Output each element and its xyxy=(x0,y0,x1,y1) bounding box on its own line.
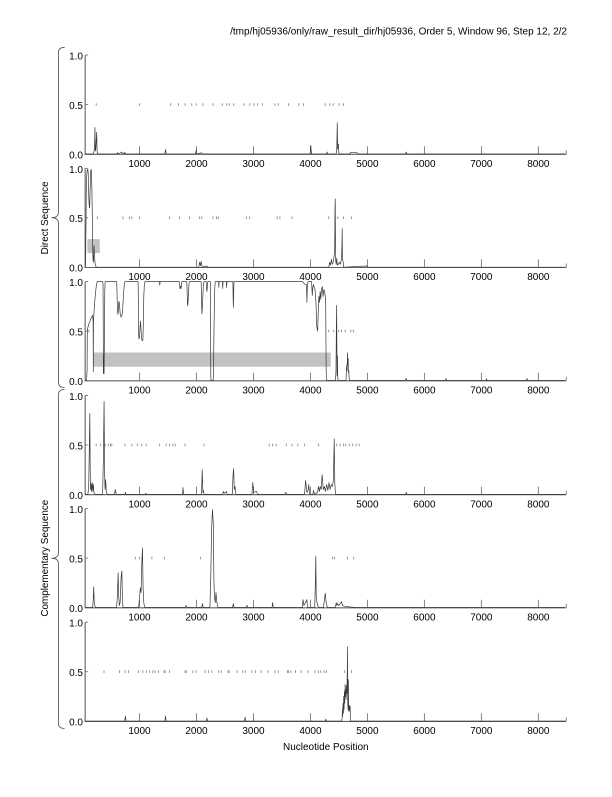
svg-text:1.0: 1.0 xyxy=(69,505,83,516)
svg-text:1000: 1000 xyxy=(128,499,151,510)
svg-text:1.0: 1.0 xyxy=(69,165,83,176)
svg-text:6000: 6000 xyxy=(413,159,436,170)
svg-text:1.0: 1.0 xyxy=(69,278,83,289)
svg-text:6000: 6000 xyxy=(413,386,436,397)
svg-text:6000: 6000 xyxy=(413,613,436,624)
svg-text:3000: 3000 xyxy=(242,726,265,737)
svg-text:0.5: 0.5 xyxy=(69,328,83,339)
svg-text:2000: 2000 xyxy=(185,726,208,737)
svg-text:3000: 3000 xyxy=(242,613,265,624)
svg-text:0.0: 0.0 xyxy=(69,491,83,502)
svg-text:5000: 5000 xyxy=(356,726,379,737)
svg-text:1.0: 1.0 xyxy=(69,619,83,630)
svg-text:6000: 6000 xyxy=(413,272,436,283)
svg-text:1.0: 1.0 xyxy=(69,392,83,403)
svg-text:0.0: 0.0 xyxy=(69,718,83,729)
svg-text:8000: 8000 xyxy=(527,159,550,170)
svg-text:1000: 1000 xyxy=(128,386,151,397)
svg-text:Direct Sequence: Direct Sequence xyxy=(40,181,51,255)
svg-text:4000: 4000 xyxy=(299,386,322,397)
svg-text:8000: 8000 xyxy=(527,613,550,624)
svg-text:2000: 2000 xyxy=(185,272,208,283)
svg-text:2000: 2000 xyxy=(185,386,208,397)
svg-text:1000: 1000 xyxy=(128,159,151,170)
svg-text:8000: 8000 xyxy=(527,386,550,397)
svg-text:5000: 5000 xyxy=(356,272,379,283)
svg-text:1000: 1000 xyxy=(128,726,151,737)
svg-text:1000: 1000 xyxy=(128,272,151,283)
svg-text:3000: 3000 xyxy=(242,159,265,170)
svg-text:0.0: 0.0 xyxy=(69,604,83,615)
svg-text:4000: 4000 xyxy=(299,726,322,737)
svg-text:2000: 2000 xyxy=(185,499,208,510)
svg-text:7000: 7000 xyxy=(470,499,493,510)
svg-text:4000: 4000 xyxy=(299,159,322,170)
svg-text:3000: 3000 xyxy=(242,386,265,397)
svg-text:8000: 8000 xyxy=(527,499,550,510)
svg-text:2000: 2000 xyxy=(185,613,208,624)
svg-text:4000: 4000 xyxy=(299,499,322,510)
svg-text:6000: 6000 xyxy=(413,499,436,510)
svg-text:5000: 5000 xyxy=(356,613,379,624)
svg-text:7000: 7000 xyxy=(470,272,493,283)
svg-text:0.5: 0.5 xyxy=(69,441,83,452)
svg-text:5000: 5000 xyxy=(356,159,379,170)
svg-text:1.0: 1.0 xyxy=(69,52,83,63)
svg-text:1000: 1000 xyxy=(128,613,151,624)
svg-text:7000: 7000 xyxy=(470,386,493,397)
svg-text:0.5: 0.5 xyxy=(69,101,83,112)
svg-text:3000: 3000 xyxy=(242,272,265,283)
svg-text:Nucleotide Position: Nucleotide Position xyxy=(283,742,369,753)
svg-text:5000: 5000 xyxy=(356,499,379,510)
svg-text:0.5: 0.5 xyxy=(69,668,83,679)
svg-text:7000: 7000 xyxy=(470,159,493,170)
svg-text:0.0: 0.0 xyxy=(69,264,83,275)
svg-text:0.5: 0.5 xyxy=(69,555,83,566)
svg-text:5000: 5000 xyxy=(356,386,379,397)
svg-text:7000: 7000 xyxy=(470,613,493,624)
svg-text:6000: 6000 xyxy=(413,726,436,737)
svg-text:2000: 2000 xyxy=(185,159,208,170)
svg-text:0.0: 0.0 xyxy=(69,151,83,162)
svg-text:7000: 7000 xyxy=(470,726,493,737)
svg-text:4000: 4000 xyxy=(299,272,322,283)
svg-text:4000: 4000 xyxy=(299,613,322,624)
svg-text:3000: 3000 xyxy=(242,499,265,510)
svg-text:/tmp/hj05936/only/raw_result_d: /tmp/hj05936/only/raw_result_dir/hj05936… xyxy=(230,27,567,38)
svg-text:Complementary Sequence: Complementary Sequence xyxy=(40,499,51,616)
svg-text:8000: 8000 xyxy=(527,726,550,737)
svg-text:0.0: 0.0 xyxy=(69,377,83,388)
svg-text:0.5: 0.5 xyxy=(69,214,83,225)
svg-text:8000: 8000 xyxy=(527,272,550,283)
